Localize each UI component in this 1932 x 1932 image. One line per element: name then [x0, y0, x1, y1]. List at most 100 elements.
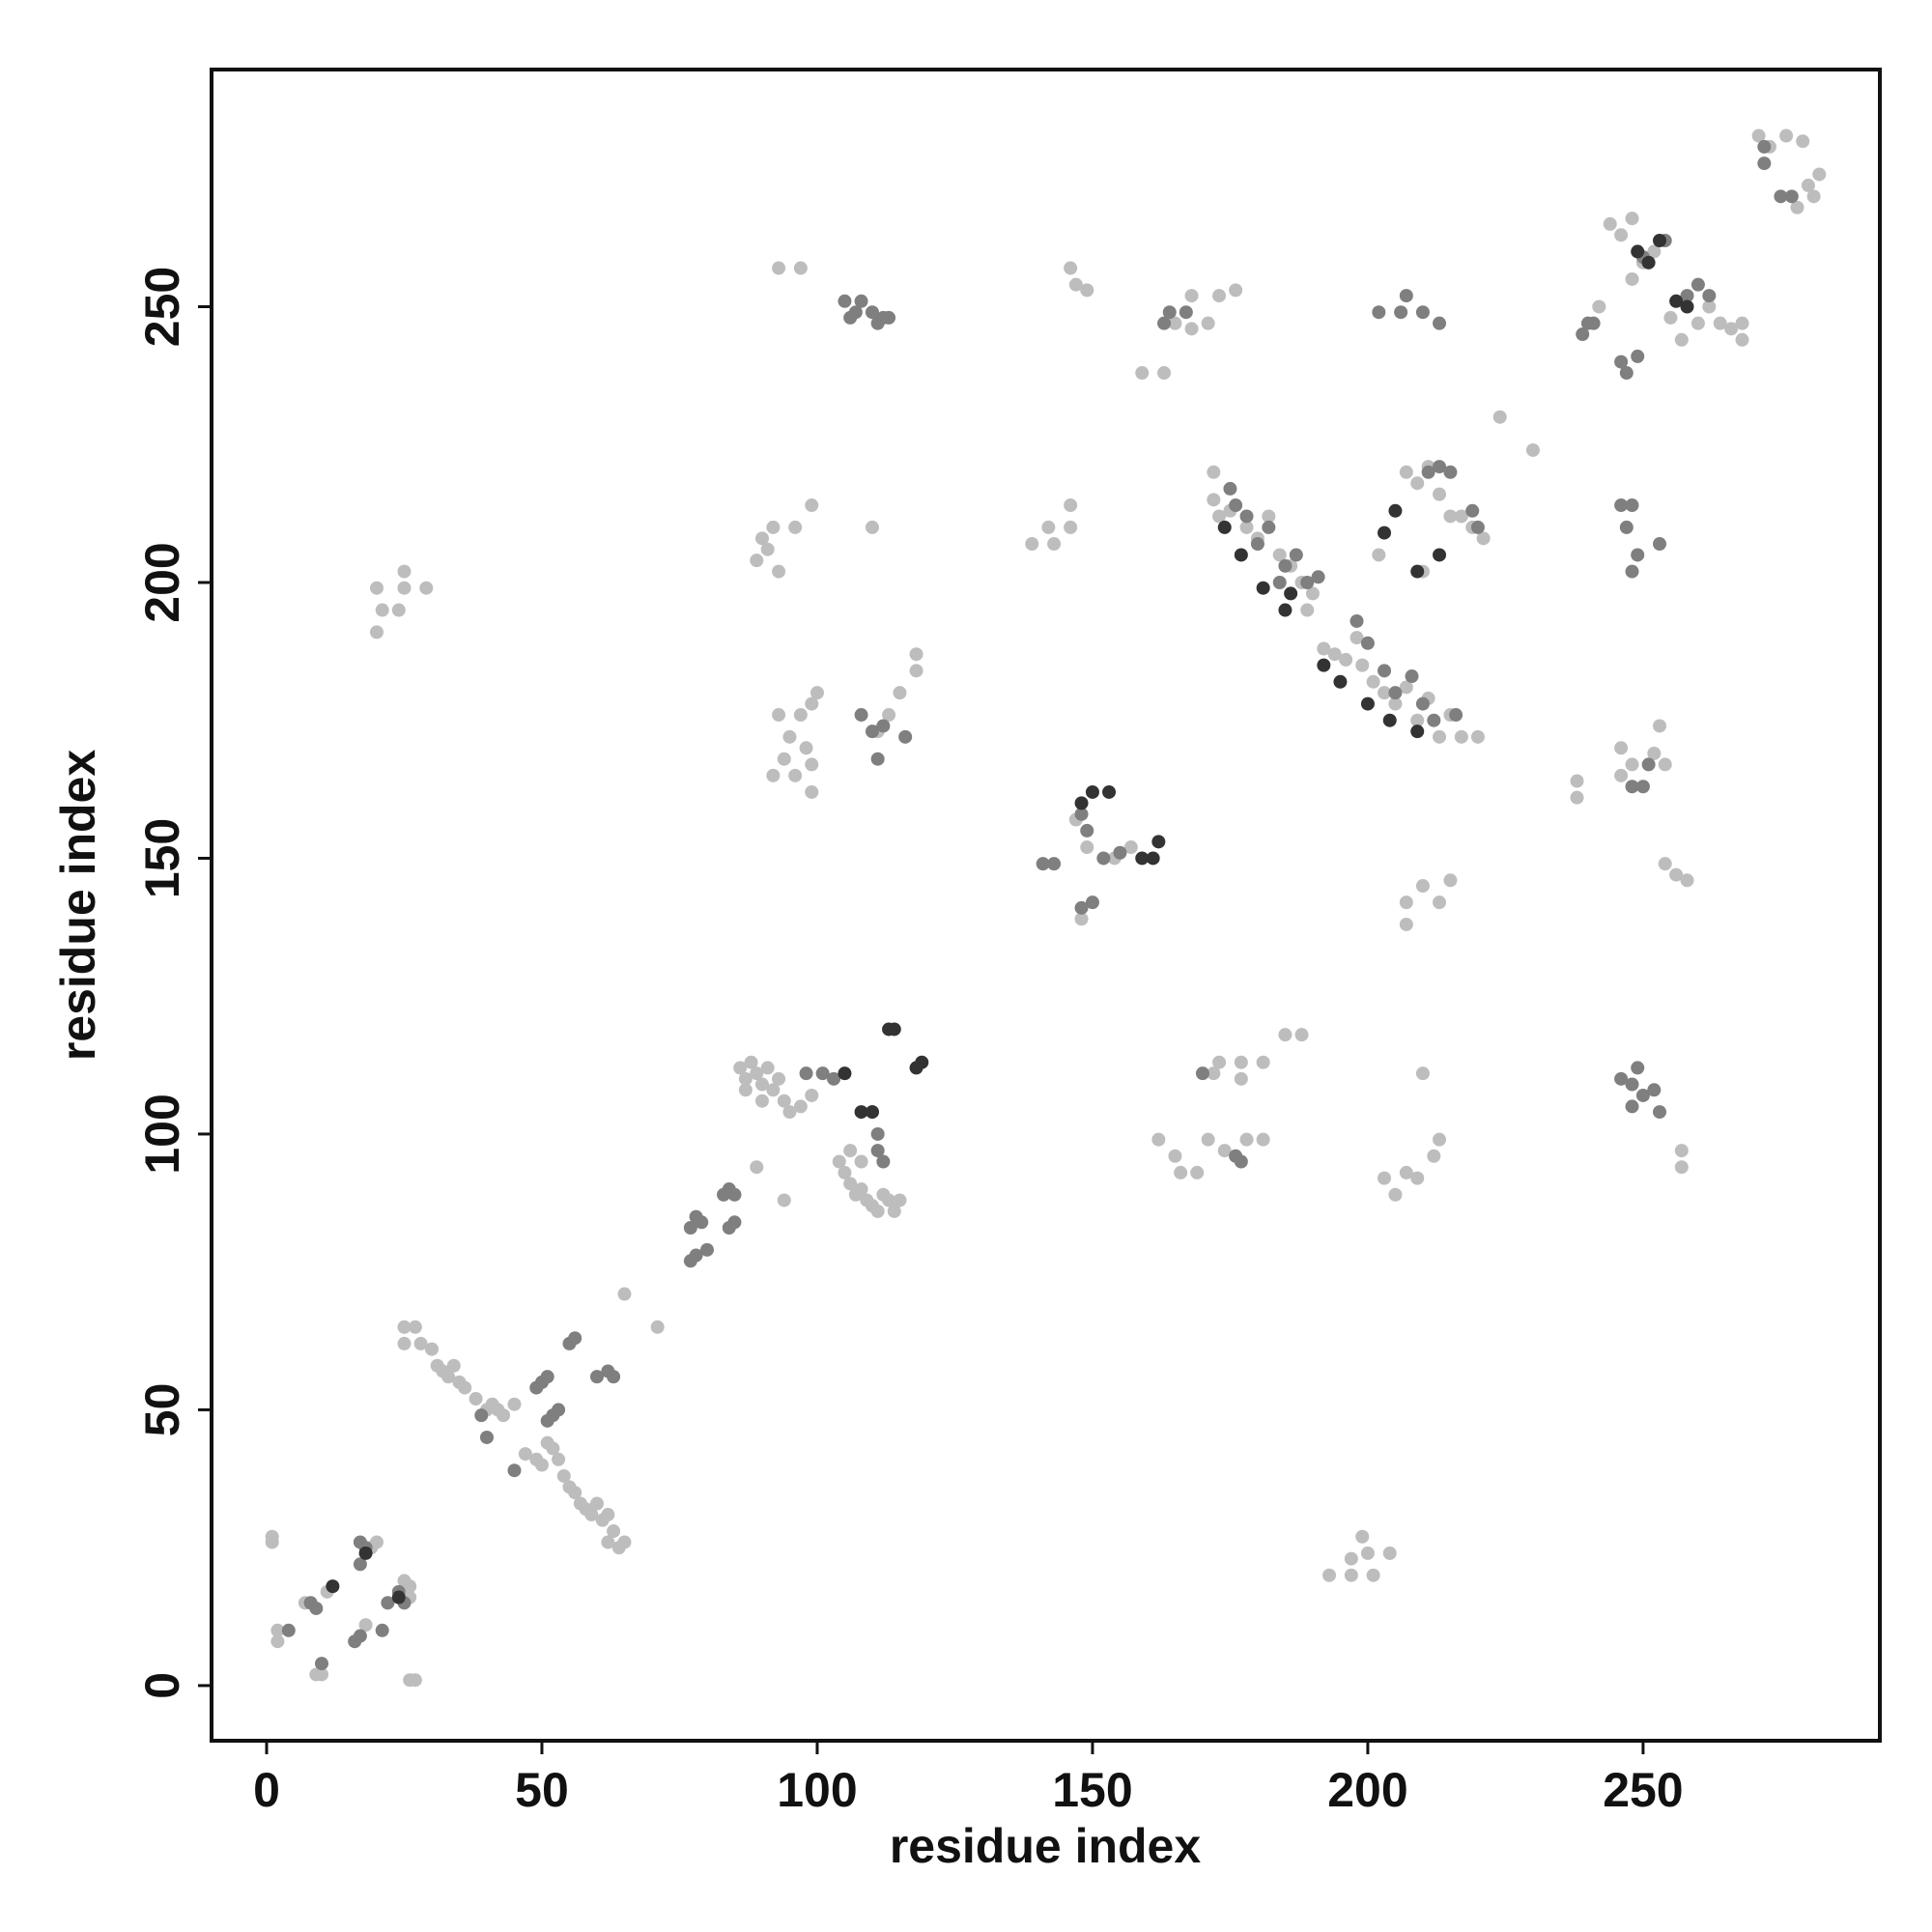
point — [1647, 746, 1662, 760]
point — [1339, 652, 1353, 667]
point — [854, 294, 868, 308]
point — [1614, 228, 1629, 242]
point — [1360, 1546, 1375, 1560]
point — [403, 1579, 417, 1594]
point — [1096, 851, 1111, 866]
point — [375, 1623, 389, 1637]
point — [1614, 768, 1629, 782]
point — [1702, 289, 1717, 303]
point — [1399, 895, 1413, 910]
point — [497, 1408, 511, 1423]
point — [1207, 465, 1221, 479]
point — [1465, 503, 1480, 518]
point — [314, 1657, 328, 1671]
point — [1378, 664, 1392, 678]
point — [1641, 255, 1656, 270]
point — [1399, 917, 1413, 931]
point — [1317, 641, 1331, 656]
point — [1433, 487, 1447, 501]
point — [1085, 784, 1099, 799]
point — [1366, 674, 1380, 689]
point — [799, 741, 813, 755]
point — [309, 1601, 324, 1615]
point — [1470, 729, 1485, 744]
point — [805, 498, 819, 513]
point — [1168, 1149, 1182, 1163]
point — [1433, 548, 1447, 562]
point — [507, 1397, 522, 1411]
point — [1619, 520, 1634, 534]
point — [772, 708, 786, 723]
point — [1234, 1154, 1248, 1169]
point — [876, 719, 891, 733]
point — [777, 752, 791, 766]
point — [1631, 1061, 1645, 1075]
point — [1174, 1165, 1188, 1179]
point — [1454, 509, 1468, 524]
point — [760, 1061, 775, 1075]
point — [1433, 460, 1447, 474]
point — [887, 1204, 901, 1218]
point — [1812, 167, 1827, 182]
point — [391, 603, 406, 617]
point — [1239, 1132, 1254, 1147]
point — [1080, 840, 1094, 855]
point — [854, 1154, 868, 1169]
point — [397, 581, 412, 595]
point — [1663, 310, 1678, 325]
point — [1635, 780, 1650, 794]
point — [1641, 757, 1656, 772]
point — [805, 784, 819, 799]
point — [1410, 1171, 1425, 1185]
point — [1653, 719, 1667, 733]
point — [777, 1193, 791, 1208]
point — [1421, 465, 1435, 479]
point — [474, 1408, 489, 1423]
point — [1784, 189, 1799, 204]
point — [1278, 603, 1293, 617]
point — [358, 1546, 373, 1560]
point — [750, 1160, 764, 1175]
point — [1576, 327, 1590, 342]
point — [1443, 509, 1458, 524]
point — [870, 316, 885, 330]
point — [1317, 658, 1331, 672]
point — [1327, 647, 1342, 662]
point — [358, 1618, 373, 1633]
point — [1669, 294, 1684, 308]
y-tick-label: 100 — [135, 1094, 189, 1174]
point — [408, 1320, 422, 1334]
point — [391, 1590, 406, 1605]
point — [1350, 631, 1364, 645]
point — [1378, 1171, 1392, 1185]
point — [777, 1094, 791, 1108]
point — [1074, 912, 1089, 926]
point — [1388, 1187, 1403, 1202]
point — [1074, 807, 1089, 821]
point — [540, 1370, 554, 1384]
point — [458, 1380, 472, 1395]
point — [909, 647, 923, 662]
point — [1476, 531, 1491, 546]
point — [1102, 784, 1117, 799]
point — [870, 1204, 885, 1218]
point — [1234, 1055, 1248, 1069]
point — [1674, 332, 1689, 347]
point — [1372, 548, 1386, 562]
point — [1162, 305, 1177, 320]
point — [1690, 277, 1705, 292]
point — [1179, 305, 1193, 320]
point — [1653, 1105, 1667, 1120]
point — [397, 1336, 412, 1350]
point — [810, 686, 824, 700]
point — [750, 554, 764, 568]
point — [552, 1403, 566, 1417]
point — [1625, 564, 1639, 579]
x-tick-label: 150 — [1052, 1763, 1132, 1817]
point — [1790, 200, 1804, 214]
point — [1801, 178, 1815, 192]
point — [568, 1331, 582, 1346]
point — [909, 1061, 923, 1075]
point — [1217, 520, 1232, 534]
